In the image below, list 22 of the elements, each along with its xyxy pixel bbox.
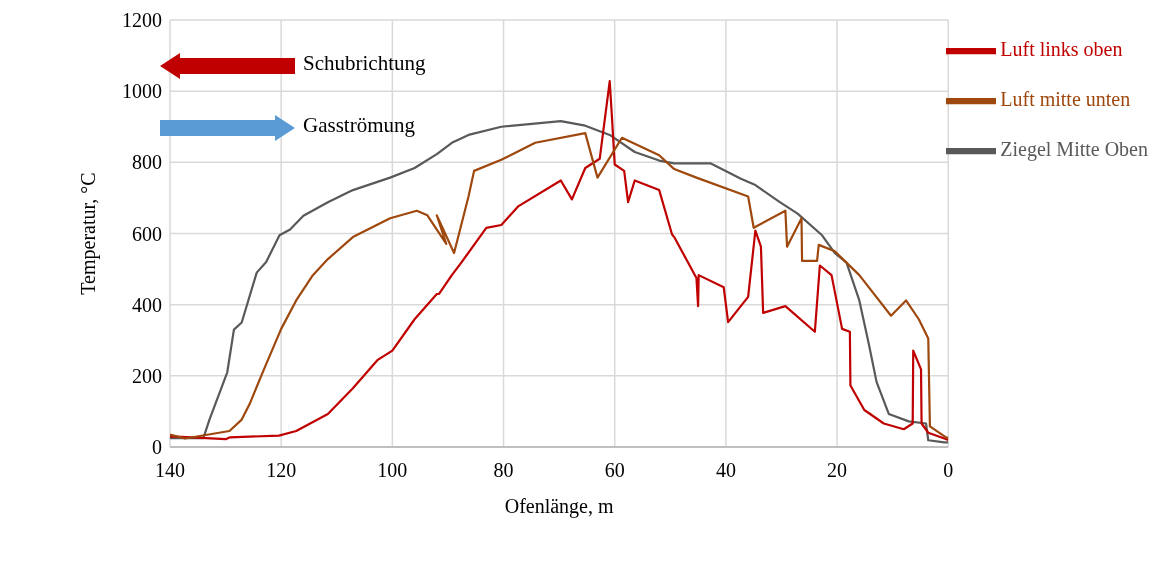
legend-label: Ziegel Mitte Oben: [1000, 137, 1148, 160]
y-tick-label: 400: [132, 293, 162, 316]
x-tick-label: 60: [604, 459, 625, 482]
x-axis-title: Ofenlänge, m: [504, 495, 614, 518]
y-tick-label: 800: [132, 151, 162, 174]
x-tick-label: 100: [377, 459, 408, 482]
x-tick-label: 0: [943, 459, 954, 482]
annotation: Schubrichtung: [303, 51, 426, 76]
y-tick-label: 1000: [122, 80, 162, 103]
legend-label: Luft mitte unten: [1000, 87, 1131, 110]
x-tick-label: 140: [155, 459, 185, 482]
y-tick-label: 0: [152, 436, 162, 459]
legend-label: Luft links oben: [1000, 37, 1123, 60]
y-tick-label: 200: [132, 364, 162, 387]
x-tick-label: 80: [493, 459, 514, 482]
y-axis-title: Temperatur, °C: [77, 172, 101, 295]
y-tick-label: 600: [132, 222, 162, 245]
x-tick-label: 40: [715, 459, 736, 482]
y-tick-label: 1200: [122, 9, 162, 32]
x-tick-label: 120: [266, 459, 297, 482]
x-tick-label: 20: [827, 459, 848, 482]
annotation: Gasströmung: [303, 113, 415, 138]
